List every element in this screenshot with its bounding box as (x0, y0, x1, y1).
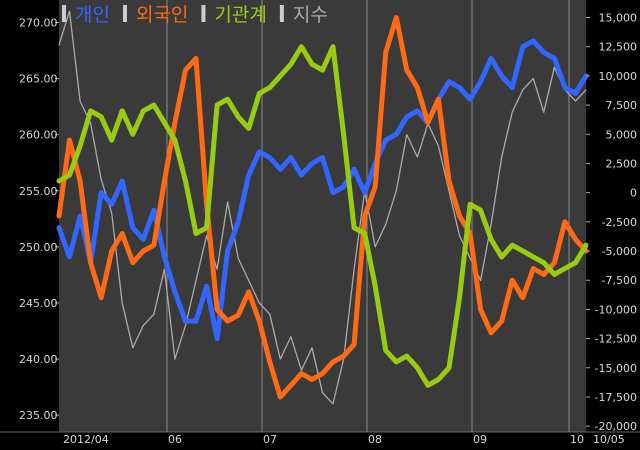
right-tick-label: -20,000 (595, 420, 637, 433)
series-line-2 (56, 44, 589, 388)
legend: 개인 외국인 기관계 지수 (62, 4, 328, 26)
legend-label: 외국인 (136, 4, 188, 26)
right-tick-label: -7,500 (602, 274, 637, 287)
left-tick-label: 240.00 (19, 353, 58, 366)
right-tick-label: -10,000 (595, 303, 637, 316)
right-tick-label: 5,000 (606, 128, 638, 141)
series-line-3 (58, 10, 587, 405)
legend-label: 지수 (293, 4, 328, 26)
right-tick-label: 0 (630, 187, 637, 200)
series-line-1 (56, 15, 589, 400)
right-tick-label: -2,500 (602, 216, 637, 229)
right-tick-label: 10,000 (599, 70, 638, 83)
x-tick-label: 09 (473, 433, 487, 446)
legend-label: 개인 (75, 4, 110, 26)
x-tick-label: 10 (570, 433, 584, 446)
x-tick-label: 10/05 (593, 433, 625, 446)
right-tick-label: -12,500 (595, 333, 637, 346)
right-axis: 15,000 12,500 10,000 7,500 5,000 2,500 0 -2,500… (586, 12, 638, 433)
left-tick-label: 245.00 (19, 297, 58, 310)
legend-marker (62, 5, 66, 22)
right-tick-label: 2,500 (606, 157, 638, 170)
legend-marker (279, 5, 284, 22)
left-axis: 270.00 265.00 260.00 255.00 250.00 245.00 240.… (19, 16, 59, 422)
legend-marker (122, 5, 127, 22)
left-tick-label: 260.00 (19, 129, 58, 142)
x-tick-label: 06 (168, 433, 182, 446)
right-tick-label: 15,000 (599, 12, 638, 25)
left-tick-label: 270.00 (19, 16, 58, 29)
legend-marker (201, 5, 206, 22)
left-tick-label: 235.00 (19, 409, 58, 422)
x-tick-label: 2012/04 (63, 433, 109, 446)
x-axis: 2012/04 06 07 08 09 10 10/05 (63, 433, 625, 446)
series-line-0 (56, 38, 589, 342)
left-tick-label: 250.00 (19, 241, 58, 254)
right-tick-label: 12,500 (599, 41, 638, 54)
series-layer (56, 10, 589, 405)
right-tick-label: -5,000 (602, 245, 637, 258)
right-tick-label: -17,500 (595, 391, 637, 404)
left-tick-label: 255.00 (19, 185, 58, 198)
left-tick-label: 265.00 (19, 73, 58, 86)
x-tick-label: 07 (263, 433, 277, 446)
x-tick-label: 08 (368, 433, 382, 446)
right-tick-label: 7,500 (606, 99, 638, 112)
right-tick-label: -15,000 (595, 362, 637, 375)
legend-label: 기관계 (214, 4, 266, 26)
